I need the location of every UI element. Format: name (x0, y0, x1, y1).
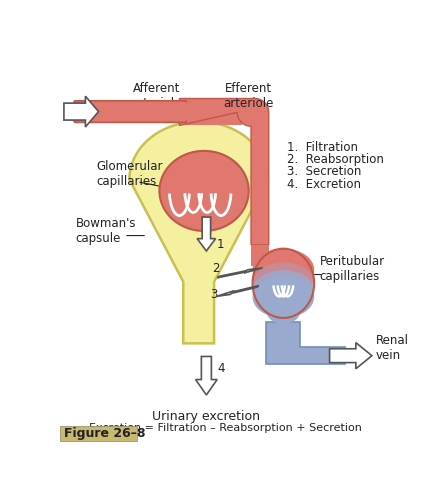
Ellipse shape (176, 102, 194, 121)
Polygon shape (129, 122, 268, 344)
Text: Figure 26–8: Figure 26–8 (64, 427, 146, 440)
Text: Afferent
arteriole: Afferent arteriole (131, 82, 182, 110)
Polygon shape (217, 286, 259, 296)
FancyBboxPatch shape (60, 426, 137, 441)
Text: Bowman's
capsule: Bowman's capsule (75, 217, 136, 245)
Polygon shape (179, 98, 269, 245)
Text: 4: 4 (217, 362, 224, 374)
Polygon shape (266, 322, 345, 364)
Ellipse shape (253, 276, 314, 318)
Text: 4.  Excretion: 4. Excretion (287, 178, 361, 191)
Text: 1.  Filtration: 1. Filtration (287, 141, 358, 154)
Polygon shape (197, 217, 216, 251)
Bar (251, 245, 269, 266)
Ellipse shape (253, 256, 314, 298)
Ellipse shape (266, 299, 300, 324)
Polygon shape (329, 342, 372, 369)
Ellipse shape (253, 262, 314, 304)
Polygon shape (64, 96, 99, 127)
Text: Renal
vein: Renal vein (376, 334, 409, 362)
Ellipse shape (159, 151, 249, 231)
Text: Efferent
arteriole: Efferent arteriole (224, 82, 274, 110)
Text: 3.  Secretion: 3. Secretion (287, 166, 362, 178)
Polygon shape (217, 268, 262, 278)
Text: Excretion = Filtration – Reabsorption + Secretion: Excretion = Filtration – Reabsorption + … (89, 424, 362, 434)
Text: 2.  Reabsorption: 2. Reabsorption (287, 153, 384, 166)
Ellipse shape (253, 270, 314, 312)
Ellipse shape (253, 248, 314, 290)
Text: Glomerular
capillaries: Glomerular capillaries (96, 160, 163, 188)
Text: Urinary excretion: Urinary excretion (153, 410, 260, 424)
Polygon shape (196, 356, 217, 395)
Text: Peritubular
capillaries: Peritubular capillaries (320, 256, 385, 283)
Text: 1: 1 (217, 238, 224, 252)
Text: 3: 3 (210, 288, 218, 302)
Bar (179, 98, 242, 126)
FancyBboxPatch shape (74, 101, 187, 122)
Text: 2: 2 (212, 262, 220, 275)
